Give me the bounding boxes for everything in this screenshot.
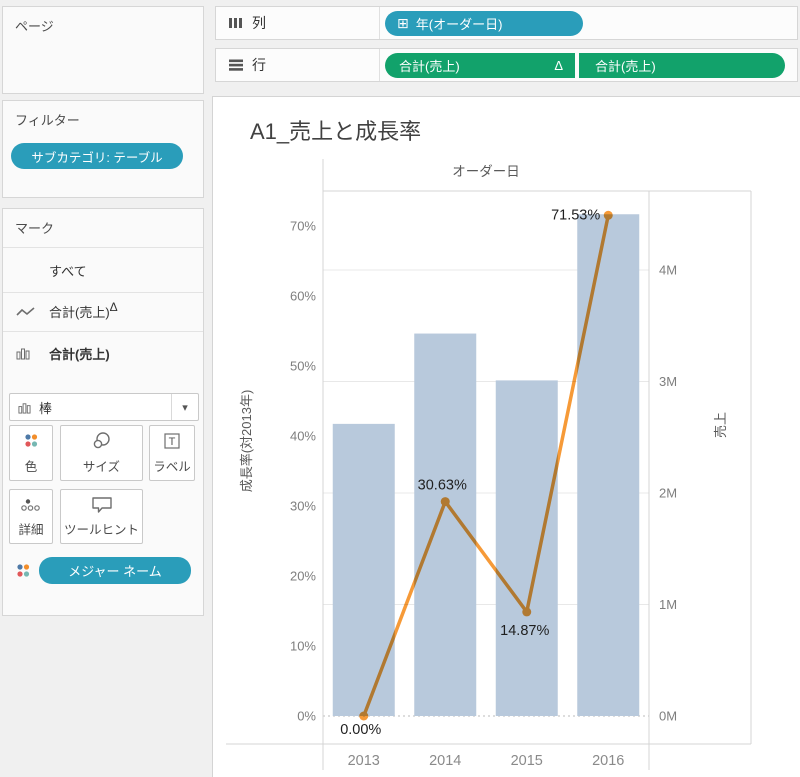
pages-title: ページ [15,19,54,34]
marks-item-bar[interactable]: 合計(売上) [3,331,203,375]
marks-item-line[interactable]: 合計(売上) Δ [3,292,203,332]
size-button[interactable]: サイズ [60,425,143,481]
x-axis-label: 2016 [592,753,624,769]
color-button[interactable]: 色 [9,425,53,481]
left-tick: 0% [297,709,316,724]
right-tick: 4M [659,263,677,278]
delta-mark: Δ [109,299,118,314]
marks-card: マーク すべて 合計(売上) Δ 合計(売上) 棒 ▾ [2,208,204,616]
x-axis-label: 2014 [429,753,461,769]
columns-pill-year-orderdate[interactable]: ⊞ 年(オーダー日) [385,11,583,36]
rows-label: 行 [252,57,266,73]
delta-badge: Δ [554,58,563,73]
left-tick: 20% [290,569,316,584]
pages-shelf[interactable]: ページ [2,6,204,94]
columns-label: 列 [252,15,266,31]
columns-shelf[interactable]: 列 ⊞ 年(オーダー日) [215,6,798,40]
line-marker-2016[interactable] [603,210,613,220]
rows-icon [228,58,244,72]
sales-bar-2014[interactable] [414,333,477,716]
bar-mark-icon [18,401,31,414]
point-label: 30.63% [418,478,467,494]
sales-bar-2016[interactable] [577,214,640,716]
rows-pill-sum-sales[interactable]: 合計(売上) [579,53,785,78]
marks-title: マーク [3,209,203,248]
size-circles-icon [91,426,113,456]
color-dots-icon [22,426,40,456]
columns-icon [228,16,244,30]
sales-bar-2013[interactable] [332,423,395,716]
tooltip-bubble-icon [91,490,113,519]
chevron-down-icon[interactable]: ▾ [171,394,198,420]
left-tick: 50% [290,359,316,374]
measure-names-pill[interactable]: メジャー ネーム [39,557,191,584]
bar-chart-icon [16,346,38,360]
point-label: 71.53% [551,207,600,223]
mark-type-label: 棒 [39,400,53,416]
point-label: 14.87% [500,623,549,639]
worksheet-view: A1_売上と成長率 オーダー日 0.00% 30.63% 14.87% 71.53% 0… [212,96,800,777]
dual-axis-chart[interactable]: 0.00% 30.63% 14.87% 71.53% 0% 10% 20% 30% 40% 50%… [213,97,800,777]
sales-bar-2015[interactable] [495,380,558,716]
label-T-icon: T [163,426,181,456]
column-field-header: オーダー日 [452,164,520,179]
measure-names-legend-icon [14,562,32,585]
line-marker-2014[interactable] [440,497,450,507]
line-marker-2013[interactable] [359,711,369,721]
filters-title: フィルター [15,113,80,128]
filters-shelf[interactable]: フィルター サブカテゴリ: テーブル [2,100,204,198]
point-label: 0.00% [340,722,381,738]
right-tick: 3M [659,374,677,389]
left-tick: 40% [290,429,316,444]
detail-button[interactable]: 詳細 [9,489,53,544]
rows-shelf[interactable]: 行 合計(売上) Δ 合計(売上) [215,48,798,82]
x-axis-label: 2015 [511,753,543,769]
line-marker-2015[interactable] [522,607,532,617]
tooltip-button[interactable]: ツールヒント [60,489,143,544]
left-tick: 30% [290,499,316,514]
left-tick: 70% [290,219,316,234]
expand-plus-icon[interactable]: ⊞ [397,15,409,31]
filter-pill[interactable]: サブカテゴリ: テーブル [11,143,183,169]
mark-type-dropdown[interactable]: 棒 ▾ [9,393,199,421]
x-axis-label: 2013 [348,753,380,769]
growth-line[interactable] [362,213,610,718]
right-tick: 0M [659,709,677,724]
line-chart-icon [16,306,38,318]
svg-text:T: T [169,436,176,448]
marks-item-all[interactable]: すべて [3,249,203,293]
label-button[interactable]: T ラベル [149,425,195,481]
right-tick: 1M [659,597,677,612]
left-tick: 10% [290,639,316,654]
sheet-title: A1_売上と成長率 [250,119,422,144]
left-axis-title: 成長率(対2013年) [239,390,254,493]
right-axis-title: 売上 [713,412,728,438]
growth-line-series [359,210,613,721]
right-tick: 2M [659,486,677,501]
left-tick: 60% [290,289,316,304]
detail-dots-icon [21,490,41,519]
rows-pill-sum-sales-delta[interactable]: 合計(売上) Δ [385,53,575,78]
